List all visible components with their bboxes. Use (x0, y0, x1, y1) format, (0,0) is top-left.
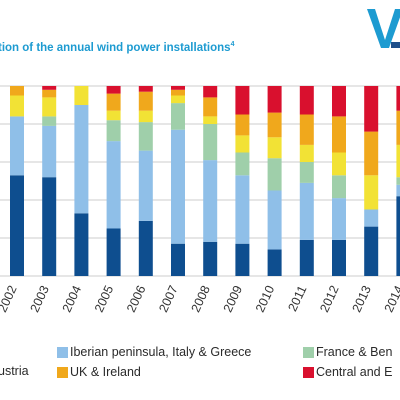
bar-segment-2006-4 (138, 91, 153, 111)
legend-label: UK & Ireland (70, 365, 141, 379)
bar-segment-2005-4 (106, 93, 121, 111)
legend-label: Iberian peninsula, Italy & Greece (70, 345, 252, 359)
bar-segment-2010-3 (267, 137, 282, 159)
bar-segment-2012-4 (332, 116, 346, 153)
bar-segment-2010-2 (267, 158, 282, 191)
bar-segment-2007-0 (171, 243, 185, 276)
bar-segment-2008-5 (203, 86, 218, 98)
bar-segment-2009-1 (235, 175, 250, 244)
legend-swatch (303, 367, 314, 378)
bar-segment-2004-0 (74, 213, 89, 276)
bar-segment-2005-2 (106, 120, 121, 142)
bar-segment-2010-5 (267, 86, 282, 113)
x-tick-label-2007: 2007 (156, 283, 180, 314)
bar-segment-2012-3 (332, 152, 346, 176)
x-tick-label-2002: 2002 (0, 283, 20, 314)
bar-segment-2008-1 (203, 160, 218, 242)
bar-segment-2008-3 (203, 116, 218, 124)
bar-segment-2008-0 (203, 241, 218, 276)
x-tick-label-2011: 2011 (285, 283, 309, 313)
bar-segment-2014-3 (396, 144, 400, 178)
bar-segment-2013-4 (364, 131, 379, 176)
bar-segment-2014-1 (396, 184, 400, 197)
bar-segment-2002-1 (10, 116, 24, 176)
bar-segment-2010-1 (267, 190, 282, 250)
bar-segment-2011-1 (299, 182, 314, 240)
bar-segment-2014-2 (396, 177, 400, 185)
bar-segment-2006-5 (138, 86, 153, 92)
bar-segment-2005-3 (106, 110, 121, 121)
bar-segment-2003-3 (42, 97, 57, 117)
bar-segment-2012-1 (332, 198, 346, 240)
bar-segment-2007-5 (171, 86, 185, 90)
bar-segment-2005-5 (106, 86, 121, 94)
bar-segment-2003-1 (42, 125, 57, 178)
bar-segment-2003-2 (42, 116, 57, 126)
x-tick-label-2004: 2004 (60, 283, 84, 314)
legend-swatch (303, 347, 314, 358)
bar-segment-2005-1 (106, 141, 121, 229)
bar-segment-2003-4 (42, 89, 57, 98)
bar-segment-2009-3 (235, 135, 250, 153)
x-tick-label-2008: 2008 (188, 283, 212, 314)
bar-segment-2007-2 (171, 103, 185, 130)
bar-segment-2011-2 (299, 162, 314, 183)
bar-segment-2014-0 (396, 196, 400, 276)
x-tick-label-2010: 2010 (253, 283, 277, 314)
x-tick-label-2003: 2003 (27, 283, 51, 314)
bar-segment-2013-3 (364, 175, 379, 210)
legend-label: France & Ben (316, 345, 393, 359)
x-tick-label-2009: 2009 (221, 283, 245, 314)
bar-segment-2011-0 (299, 239, 314, 276)
bar-segment-2009-2 (235, 152, 250, 176)
bar-segment-2004-3 (74, 86, 89, 105)
bar-segment-2009-4 (235, 114, 250, 136)
chart-title: tion of the annual wind power installati… (0, 41, 235, 54)
bar-segment-2013-1 (364, 209, 379, 227)
bar-segment-2006-1 (138, 150, 153, 221)
x-tick-label-2006: 2006 (124, 283, 148, 314)
bar-segment-2012-2 (332, 175, 346, 199)
bar-segment-2012-0 (332, 239, 346, 276)
bar-segment-2010-0 (267, 249, 282, 276)
legend-label: ustria (0, 364, 29, 378)
bar-segment-2014-5 (396, 86, 400, 111)
x-tick-label-2013: 2013 (349, 283, 373, 314)
bar-segment-2007-3 (171, 95, 185, 104)
bar-segment-2003-0 (42, 177, 57, 276)
bar-segment-2012-5 (332, 86, 346, 117)
legend-swatch (57, 367, 68, 378)
x-tick-label-2014: 2014 (382, 283, 400, 314)
bar-segment-2008-4 (203, 97, 218, 117)
bar-segment-2006-2 (138, 122, 153, 151)
x-tick-label-2012: 2012 (317, 283, 341, 314)
bar-segment-2013-5 (364, 86, 379, 132)
bar-segment-2007-1 (171, 129, 185, 244)
legend-label: Central and E (316, 365, 393, 379)
bar-segment-2013-0 (364, 226, 379, 276)
bar-segment-2005-0 (106, 228, 121, 276)
bar-segment-2009-5 (235, 86, 250, 115)
bar-segment-2014-4 (396, 110, 400, 145)
bar-segment-2002-0 (10, 175, 24, 276)
bar-segment-2003-5 (42, 86, 57, 90)
bar-segment-2006-3 (138, 110, 153, 123)
bar-segment-2006-0 (138, 220, 153, 276)
bar-segment-2004-1 (74, 105, 89, 214)
bar-segment-2008-2 (203, 124, 218, 161)
bar-segment-2002-4 (10, 86, 24, 96)
bar-segment-2011-3 (299, 144, 314, 162)
bar-segment-2009-0 (235, 243, 250, 276)
bar-segment-2010-4 (267, 112, 282, 138)
x-tick-label-2005: 2005 (92, 283, 116, 314)
bar-segment-2002-3 (10, 95, 24, 117)
bar-segment-2011-5 (299, 86, 314, 115)
legend-swatch (57, 347, 68, 358)
logo-icon (367, 9, 400, 48)
bar-segment-2007-4 (171, 89, 185, 96)
bar-segment-2011-4 (299, 114, 314, 145)
